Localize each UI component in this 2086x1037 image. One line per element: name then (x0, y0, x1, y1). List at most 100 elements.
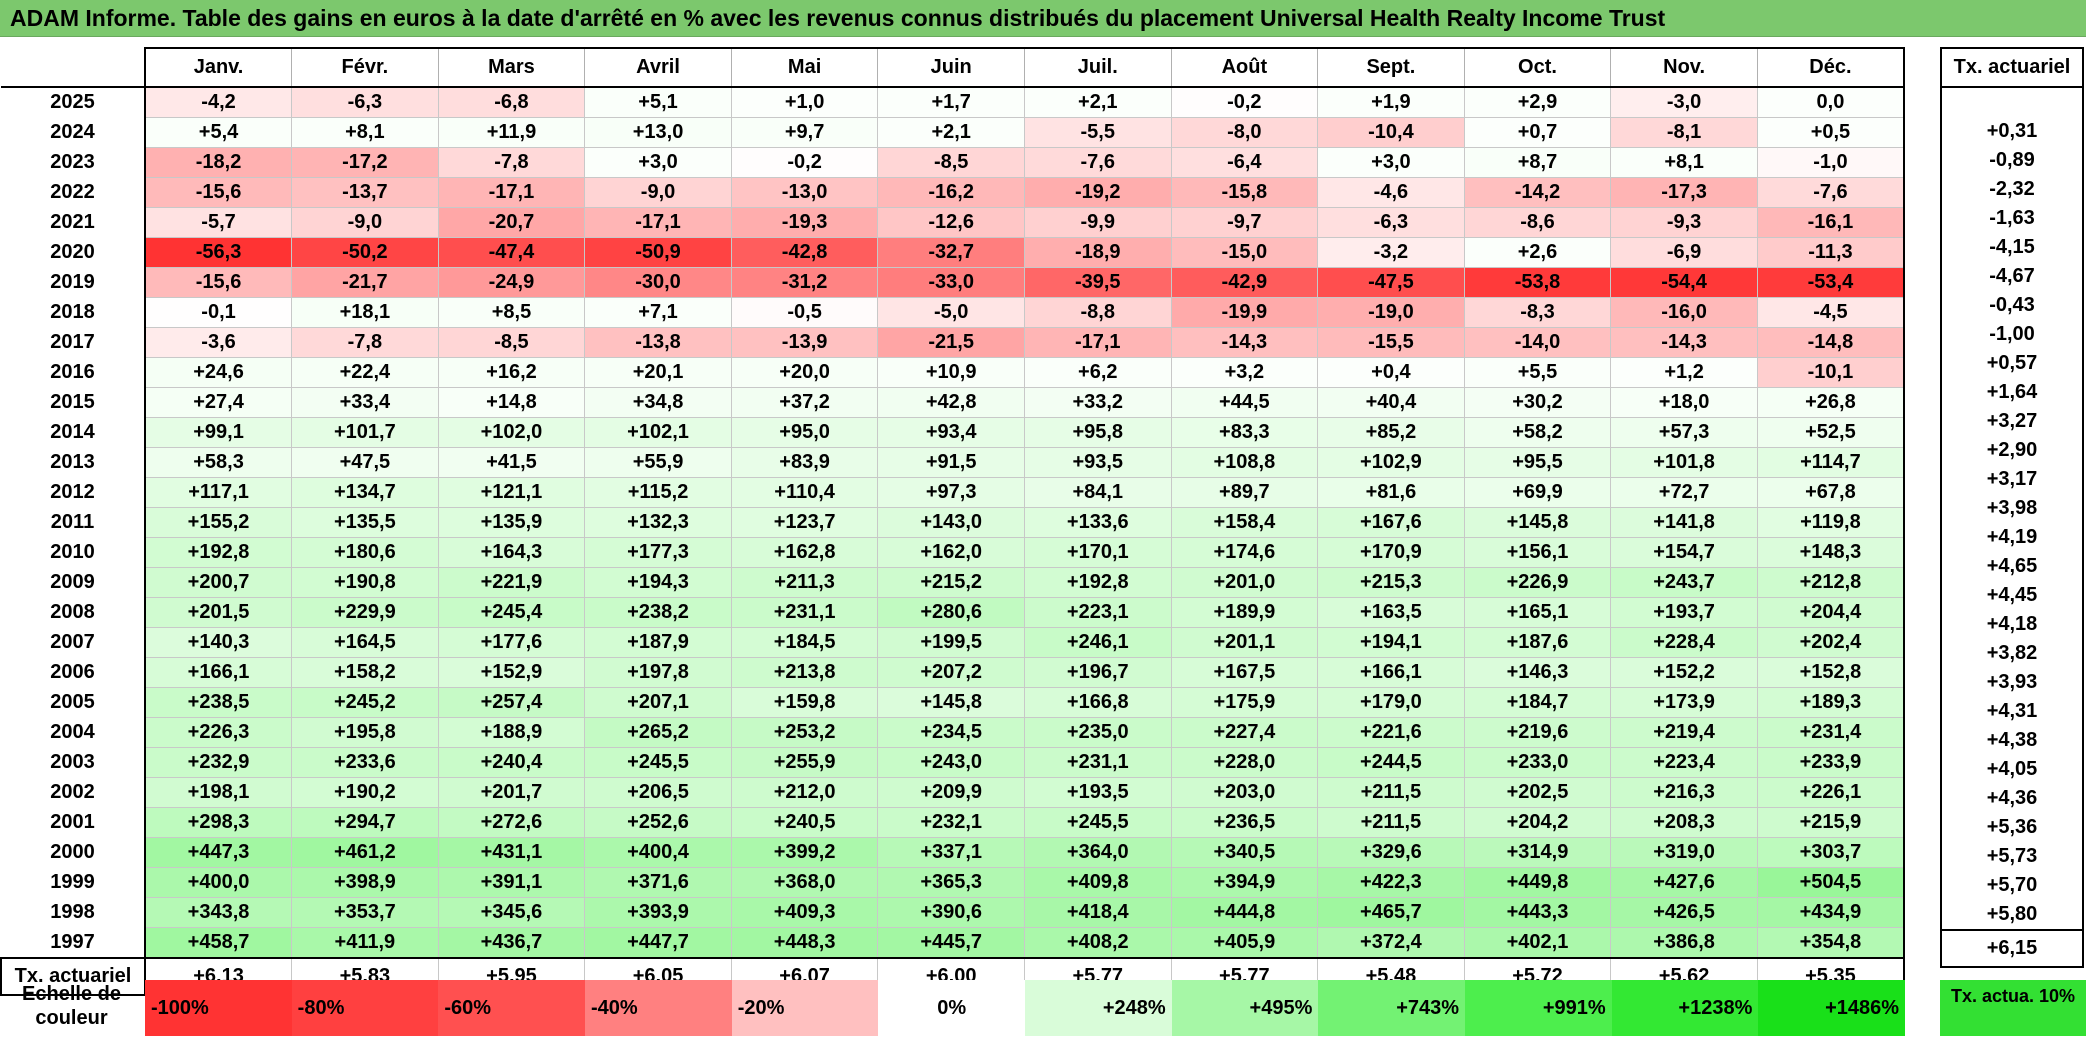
gain-cell: +83,3 (1170, 417, 1319, 448)
gain-cell: +14,8 (437, 387, 586, 418)
gain-cell: +504,5 (1756, 867, 1905, 898)
year-row: 2003 +232,9 +233,6 +240,4 +245,5 +255,9 +243,0… (1, 747, 1905, 778)
gain-cell: +2,9 (1463, 86, 1612, 118)
gain-cell: +204,2 (1463, 807, 1612, 838)
gain-cell: -13,7 (291, 177, 439, 208)
gain-cell: 0,0 (1756, 86, 1905, 118)
gain-cell: -7,6 (1023, 147, 1172, 178)
gain-cell: -19,2 (1023, 177, 1172, 208)
gain-cell: -9,9 (1023, 207, 1172, 238)
rate-row: +4,36 (1940, 784, 2084, 813)
color-scale-cell: +743% (1318, 980, 1466, 1036)
gain-cell: +152,9 (437, 657, 586, 688)
year-label: 2024 (1, 117, 146, 148)
gain-cell: -7,6 (1756, 177, 1905, 208)
rate-row: -4,15 (1940, 233, 2084, 262)
gain-cell: +20,1 (584, 357, 732, 388)
gain-cell: +108,8 (1170, 447, 1319, 478)
gain-cell: +219,4 (1610, 717, 1758, 748)
gain-cell: -42,8 (730, 237, 879, 268)
gain-cell: -9,0 (584, 177, 732, 208)
year-label: 2013 (1, 447, 146, 478)
year-rate: +4,65 (1940, 552, 2084, 581)
gain-cell: +7,1 (584, 297, 732, 328)
gain-cell: -1,0 (1756, 147, 1905, 178)
gain-cell: +196,7 (1023, 657, 1172, 688)
year-rate: -4,15 (1940, 233, 2084, 262)
rate-row: +0,31 (1940, 117, 2084, 146)
year-rate: -4,67 (1940, 262, 2084, 291)
year-label: 2005 (1, 687, 146, 718)
gain-cell: +117,1 (144, 477, 293, 508)
gain-cell: +207,2 (877, 657, 1025, 688)
gain-cell: +197,8 (584, 657, 732, 688)
year-label: 2015 (1, 387, 146, 418)
gain-cell: +3,0 (584, 147, 732, 178)
rate-row: -0,43 (1940, 291, 2084, 320)
gain-cell: +391,1 (437, 867, 586, 898)
year-row: 2007 +140,3 +164,5 +177,6 +187,9 +184,5 +199,5… (1, 627, 1905, 658)
gain-cell: +226,1 (1756, 777, 1905, 808)
year-rate: +3,27 (1940, 407, 2084, 436)
gain-cell: -0,2 (1170, 86, 1319, 118)
year-rate: +5,80 (1940, 900, 2084, 931)
gain-cell: -31,2 (730, 267, 879, 298)
gain-cell: -6,9 (1610, 237, 1758, 268)
gain-cell: +145,8 (877, 687, 1025, 718)
gain-cell: +95,5 (1463, 447, 1612, 478)
gain-cell: +1,7 (877, 86, 1025, 118)
gain-cell: +135,5 (291, 507, 439, 538)
gain-cell: +1,9 (1317, 86, 1465, 118)
gain-cell: +119,8 (1756, 507, 1905, 538)
gain-cell: +8,1 (1610, 147, 1758, 178)
gain-cell: -15,0 (1170, 237, 1319, 268)
gain-cell: +436,7 (437, 927, 586, 959)
year-rate: -1,63 (1940, 204, 2084, 233)
year-rate: +4,45 (1940, 581, 2084, 610)
gain-cell: +22,4 (291, 357, 439, 388)
gain-cell: +212,0 (730, 777, 879, 808)
gain-cell: +427,6 (1610, 867, 1758, 898)
month-header: Août (1170, 47, 1318, 88)
year-label: 2019 (1, 267, 146, 298)
gain-cell: +165,1 (1463, 597, 1612, 628)
gain-cell: +253,2 (730, 717, 879, 748)
year-label: 2001 (1, 807, 146, 838)
gain-cell: +83,9 (730, 447, 879, 478)
gain-cell: +465,7 (1317, 897, 1465, 928)
color-scale-cell: +1238% (1611, 980, 1759, 1036)
gain-cell: +411,9 (291, 927, 439, 959)
gain-cell: +201,7 (437, 777, 586, 808)
gain-cell: -14,3 (1610, 327, 1758, 358)
month-header: Mai (730, 47, 878, 88)
gain-cell: +91,5 (877, 447, 1025, 478)
year-rate: +3,93 (1940, 668, 2084, 697)
gain-cell: +199,5 (877, 627, 1025, 658)
gain-cell: +447,3 (144, 837, 293, 868)
gain-cell: +6,2 (1023, 357, 1172, 388)
gain-cell: +340,5 (1170, 837, 1319, 868)
gain-cell: +8,7 (1463, 147, 1612, 178)
gain-cell: +37,2 (730, 387, 879, 418)
year-rate: +5,70 (1940, 871, 2084, 900)
gain-cell: +233,0 (1463, 747, 1612, 778)
gain-cell: -9,3 (1610, 207, 1758, 238)
gain-cell: -8,0 (1170, 117, 1319, 148)
year-label: 2010 (1, 537, 146, 568)
gain-cell: +235,0 (1023, 717, 1172, 748)
color-scale-cell: -40% (585, 980, 732, 1036)
gain-cell: -6,3 (291, 86, 439, 118)
color-scale-cell: +991% (1465, 980, 1612, 1036)
year-label: 2016 (1, 357, 146, 388)
gain-cell: +162,8 (730, 537, 879, 568)
gain-cell: +93,4 (877, 417, 1025, 448)
gain-cell: +280,6 (877, 597, 1025, 628)
year-rate: +0,31 (1940, 117, 2084, 146)
gain-cell: +303,7 (1756, 837, 1905, 868)
gain-cell: -14,0 (1463, 327, 1612, 358)
rate-row: +4,05 (1940, 755, 2084, 784)
gain-cell: +58,3 (144, 447, 293, 478)
gain-cell: -6,4 (1170, 147, 1319, 178)
gain-cell: -3,0 (1610, 86, 1758, 118)
gain-cell: +164,3 (437, 537, 586, 568)
